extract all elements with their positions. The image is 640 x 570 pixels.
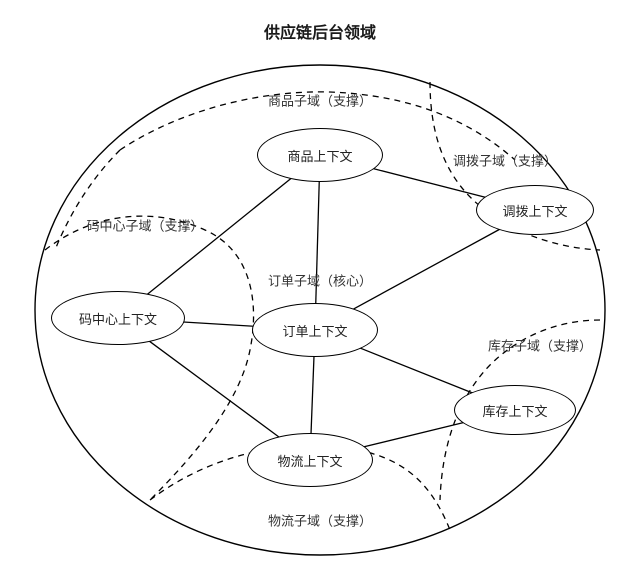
edge-product-allocate (373, 169, 486, 198)
node-order: 订单上下文 (252, 303, 378, 357)
diagram-canvas: 供应链后台领域 商品上下文调拨上下文码中心上下文订单上下文库存上下文物流上下文商… (0, 0, 640, 570)
node-label: 码中心上下文 (79, 309, 157, 328)
node-label: 调拨上下文 (502, 201, 567, 220)
rl-logistic: 物流子域（支撑） (268, 511, 372, 530)
node-label: 商品上下文 (287, 146, 352, 165)
edge-logistic-stock (364, 422, 464, 446)
node-label: 订单上下文 (282, 321, 347, 340)
edge-order-code (183, 322, 253, 326)
edge-order-stock (360, 348, 473, 393)
node-product: 商品上下文 (257, 128, 383, 182)
node-label: 库存上下文 (482, 401, 547, 420)
edge-logistic-code (149, 341, 279, 437)
rl-stock: 库存子域（支撑） (488, 336, 592, 355)
node-stock: 库存上下文 (454, 385, 576, 435)
rl-code: 码中心子域（支撑） (86, 216, 203, 235)
node-logistic: 物流上下文 (247, 433, 373, 487)
rl-product: 商品子域（支撑） (268, 91, 372, 110)
boundary-b-left (45, 216, 254, 500)
node-allocate: 调拨上下文 (476, 185, 594, 235)
rl-order: 订单子域（核心） (268, 271, 372, 290)
edge-order-allocate (353, 229, 500, 309)
node-label: 物流上下文 (277, 451, 342, 470)
node-code: 码中心上下文 (51, 291, 185, 345)
rl-allocate: 调拨子域（支撑） (453, 151, 557, 170)
edge-order-logistic (311, 356, 314, 434)
